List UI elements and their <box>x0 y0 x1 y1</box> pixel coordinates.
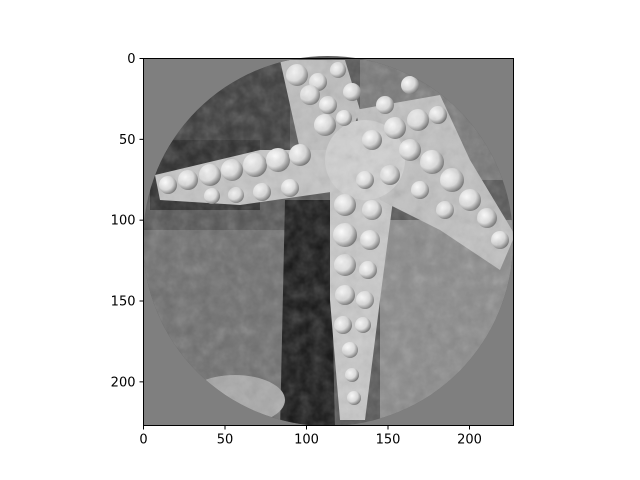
axes-frame <box>143 58 514 426</box>
x-axis: 0 50 100 150 200 <box>139 425 482 448</box>
x-tick-label: 50 <box>217 433 234 448</box>
y-tick-label: 50 <box>119 133 136 148</box>
x-tick-label: 150 <box>376 433 401 448</box>
y-tick-label: 0 <box>127 52 135 67</box>
y-axis: 0 50 100 150 200 <box>111 52 144 390</box>
image-area <box>143 56 514 426</box>
y-tick-label: 150 <box>111 295 136 310</box>
y-tick-label: 100 <box>111 214 136 229</box>
x-tick-label: 100 <box>294 433 319 448</box>
y-tick-label: 200 <box>111 375 136 390</box>
x-tick-label: 200 <box>457 433 482 448</box>
starfish-photo <box>143 56 513 426</box>
x-tick-label: 0 <box>139 433 147 448</box>
